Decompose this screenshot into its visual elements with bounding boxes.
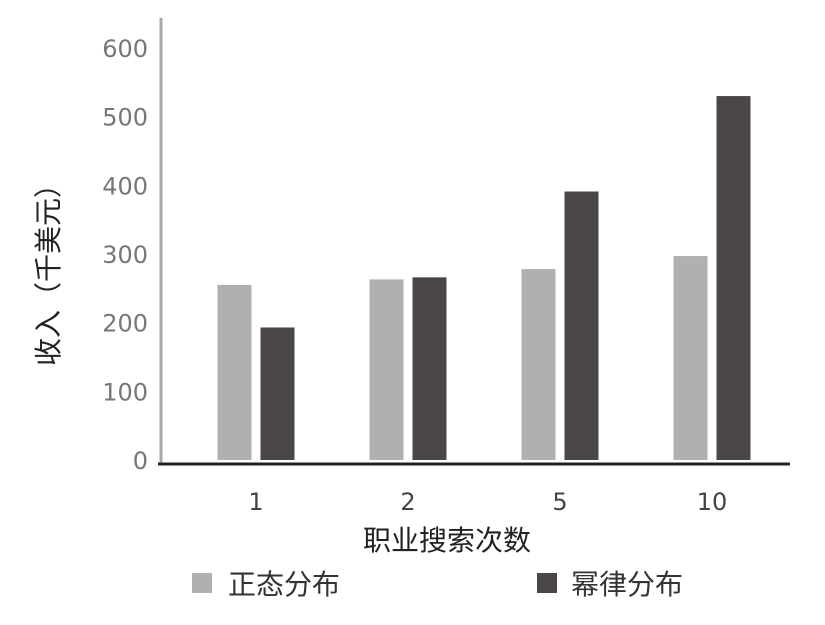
y-tick-label: 500 [102, 104, 148, 132]
bar-power-1 [260, 327, 295, 460]
bar-normal-5 [521, 269, 556, 460]
bar-power-5 [564, 191, 599, 460]
x-axis-ticks: 1 2 5 10 [248, 488, 727, 516]
y-tick-label: 100 [102, 378, 148, 406]
bar-power-10 [716, 96, 751, 461]
y-axis-title: 收入（千美元） [32, 170, 65, 366]
y-tick-label: 200 [102, 310, 148, 338]
legend: 正态分布 幂律分布 [192, 568, 683, 601]
bar-power-2 [412, 277, 447, 460]
legend-swatch-power [537, 573, 557, 593]
bar-normal-1 [217, 284, 252, 460]
x-tick-label: 10 [697, 488, 728, 516]
y-tick-label: 400 [102, 172, 148, 200]
bar-normal-10 [673, 256, 708, 460]
x-tick-label: 1 [248, 488, 263, 516]
y-axis-ticks: 0 100 200 300 400 500 600 [102, 35, 148, 475]
x-axis-title: 职业搜索次数 [363, 524, 531, 557]
x-tick-label: 2 [400, 488, 415, 516]
legend-label-power: 幂律分布 [571, 568, 683, 601]
x-tick-label: 5 [552, 488, 567, 516]
y-tick-label: 300 [102, 241, 148, 269]
y-tick-label: 600 [102, 35, 148, 63]
bar-normal-2 [369, 279, 404, 460]
y-tick-label: 0 [133, 447, 148, 475]
bars [217, 96, 751, 461]
legend-swatch-normal [192, 573, 212, 593]
legend-label-normal: 正态分布 [228, 568, 340, 601]
